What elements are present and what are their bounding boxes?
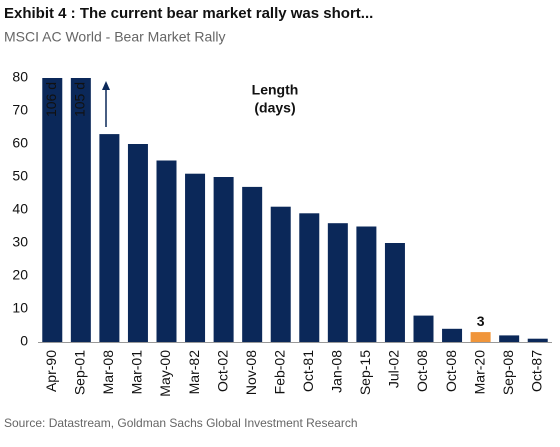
x-tick-label: Sep-15	[357, 350, 373, 395]
x-tick-label: Mar-01	[129, 350, 145, 395]
annotation: (days)	[254, 100, 295, 116]
y-tick-label: 60	[12, 135, 28, 151]
bar	[499, 335, 520, 342]
y-tick-label: 30	[12, 234, 28, 250]
x-tick-label: Oct-08	[443, 350, 459, 392]
chart-title: Exhibit 4 : The current bear market rall…	[4, 5, 373, 22]
x-tick-label: Oct-87	[528, 350, 544, 392]
x-tick-label: Oct-81	[300, 350, 316, 392]
bar	[99, 134, 120, 342]
bar	[242, 186, 263, 342]
x-tick-label: Nov-08	[243, 350, 259, 395]
x-tick-label: Mar-20	[471, 350, 487, 395]
x-tick-label: Sep-01	[72, 350, 88, 395]
bar	[42, 78, 63, 342]
y-tick-label: 50	[12, 168, 28, 184]
x-tick-label: Jan-08	[329, 350, 345, 393]
arrow-head	[102, 81, 110, 90]
x-tick-label: Oct-08	[414, 350, 430, 392]
bar	[299, 213, 320, 342]
y-tick-label: 0	[20, 333, 28, 349]
x-tick-label: Oct-02	[214, 350, 230, 392]
x-tick-label: Mar-08	[100, 350, 116, 395]
annotation: Length	[252, 82, 299, 98]
source: Source: Datastream, Goldman Sachs Global…	[4, 416, 358, 430]
value-label: 105 d	[72, 82, 88, 117]
y-tick-label: 80	[12, 69, 28, 85]
y-tick-label: 20	[12, 267, 28, 283]
bar	[470, 332, 491, 342]
x-tick-label: Feb-02	[271, 350, 287, 395]
y-tick-label: 40	[12, 201, 28, 217]
bar	[442, 328, 463, 342]
x-tick-label: Sep-08	[500, 350, 516, 395]
bar	[327, 223, 348, 342]
bar	[356, 226, 377, 342]
x-tick-label: Apr-90	[43, 350, 59, 392]
x-tick-label: Mar-82	[186, 350, 202, 395]
bar	[185, 173, 206, 342]
bar	[270, 206, 291, 342]
y-tick-label: 70	[12, 102, 28, 118]
bar	[413, 315, 434, 342]
plot-area	[42, 78, 548, 342]
x-tick-label: May-00	[157, 350, 173, 397]
bar	[127, 144, 148, 342]
y-tick-label: 10	[12, 300, 28, 316]
bar	[527, 338, 548, 342]
bar	[384, 243, 405, 342]
x-tick-label: Jul-02	[386, 350, 402, 388]
bar	[213, 177, 234, 342]
bar	[156, 160, 177, 342]
bar	[70, 78, 91, 342]
value-label: 106 d	[43, 82, 59, 117]
value-label: 3	[477, 313, 485, 329]
chart-subtitle: MSCI AC World - Bear Market Rally	[4, 29, 225, 45]
